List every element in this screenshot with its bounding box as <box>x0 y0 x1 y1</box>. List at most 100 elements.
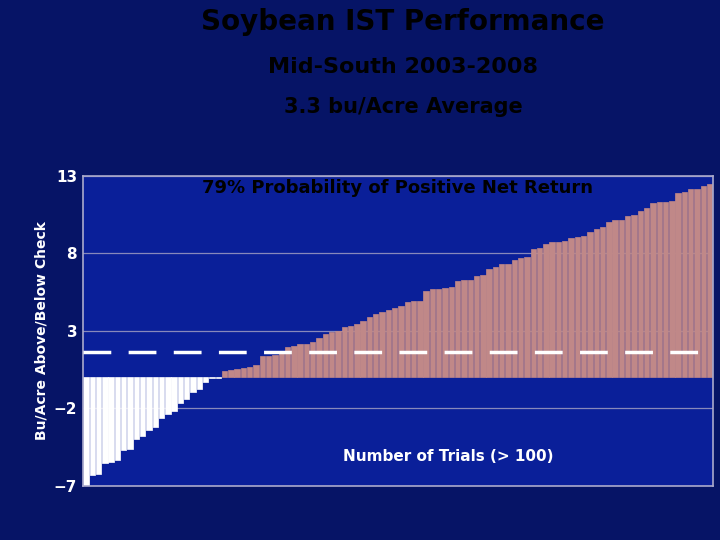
Bar <box>613 220 618 377</box>
Bar <box>707 184 712 377</box>
Bar <box>593 229 599 377</box>
Bar <box>518 258 523 377</box>
Bar <box>84 377 89 488</box>
Bar <box>127 377 132 449</box>
Bar <box>669 201 675 377</box>
Bar <box>373 314 379 377</box>
Bar <box>543 244 549 377</box>
Bar <box>190 377 196 392</box>
Bar <box>512 260 517 377</box>
Bar <box>109 377 114 462</box>
Bar <box>531 249 536 377</box>
Bar <box>524 257 530 377</box>
Bar <box>235 369 240 377</box>
Bar <box>272 355 278 377</box>
Bar <box>638 211 643 377</box>
Bar <box>361 321 366 377</box>
Text: Soybean IST Performance: Soybean IST Performance <box>202 8 605 36</box>
Bar <box>210 377 215 378</box>
Bar <box>159 377 164 418</box>
Bar <box>329 333 334 377</box>
Bar <box>102 377 107 463</box>
Bar <box>348 326 354 377</box>
Bar <box>379 312 384 377</box>
Bar <box>203 377 208 382</box>
Bar <box>631 215 636 377</box>
Bar <box>442 288 448 377</box>
Bar <box>96 377 102 474</box>
Bar <box>146 377 152 430</box>
Bar <box>134 377 139 440</box>
Bar <box>675 193 681 377</box>
Bar <box>140 377 145 436</box>
Bar <box>114 377 120 460</box>
Bar <box>549 242 555 377</box>
Bar <box>487 269 492 377</box>
Bar <box>366 318 372 377</box>
Bar <box>480 275 485 377</box>
Bar <box>354 323 359 377</box>
Bar <box>316 339 322 377</box>
Bar <box>197 377 202 389</box>
Bar <box>341 327 347 377</box>
Bar <box>537 248 542 377</box>
Bar <box>336 331 341 377</box>
Bar <box>556 242 561 377</box>
Bar <box>266 356 271 377</box>
Bar <box>430 289 435 377</box>
Bar <box>178 377 183 403</box>
Bar <box>575 237 580 377</box>
Bar <box>505 264 510 377</box>
Bar <box>568 238 574 377</box>
Bar <box>228 370 233 377</box>
Bar <box>121 377 127 450</box>
Bar <box>222 370 228 377</box>
Bar <box>89 377 95 475</box>
Bar <box>492 267 498 377</box>
Bar <box>682 192 687 377</box>
Bar <box>165 377 171 414</box>
Bar <box>184 377 189 399</box>
Bar <box>279 353 284 377</box>
Bar <box>499 264 505 377</box>
Bar <box>474 276 480 377</box>
Bar <box>153 377 158 427</box>
Bar <box>297 345 303 377</box>
Bar <box>663 202 668 377</box>
Bar <box>650 203 656 377</box>
Bar <box>247 367 253 377</box>
Text: Number of Trials (> 100): Number of Trials (> 100) <box>343 449 554 464</box>
Bar <box>386 309 391 377</box>
Bar <box>562 241 567 377</box>
Bar <box>606 221 611 377</box>
Bar <box>657 202 662 377</box>
Bar <box>260 356 265 377</box>
Text: 3.3 bu/Acre Average: 3.3 bu/Acre Average <box>284 97 523 117</box>
Text: 79% Probability of Positive Net Return: 79% Probability of Positive Net Return <box>202 179 593 197</box>
Bar <box>581 237 586 377</box>
Bar <box>171 377 177 411</box>
Bar <box>285 347 290 377</box>
Bar <box>588 232 593 377</box>
Bar <box>417 301 423 377</box>
Bar <box>291 346 297 377</box>
Bar <box>462 280 467 377</box>
Bar <box>240 368 246 377</box>
Bar <box>600 227 606 377</box>
Bar <box>304 344 309 377</box>
Text: Mid-South 2003-2008: Mid-South 2003-2008 <box>269 57 539 77</box>
Bar <box>436 289 441 377</box>
Bar <box>405 302 410 377</box>
Bar <box>618 220 624 377</box>
Y-axis label: Bu/Acre Above/Below Check: Bu/Acre Above/Below Check <box>34 221 48 440</box>
Bar <box>392 308 397 377</box>
Bar <box>423 291 429 377</box>
Bar <box>411 301 416 377</box>
Bar <box>253 365 258 377</box>
Bar <box>688 189 693 377</box>
Bar <box>323 334 328 377</box>
Bar <box>701 186 706 377</box>
Bar <box>398 306 404 377</box>
Bar <box>467 280 473 377</box>
Bar <box>310 342 315 377</box>
